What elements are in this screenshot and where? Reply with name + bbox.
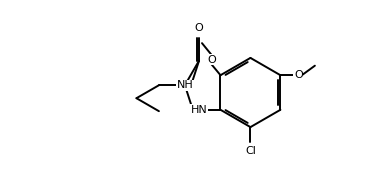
Text: O: O (294, 70, 303, 80)
Text: O: O (207, 55, 216, 65)
Text: NH: NH (176, 80, 193, 90)
Text: HN: HN (191, 105, 208, 115)
Text: Cl: Cl (245, 146, 256, 156)
Text: O: O (195, 23, 203, 33)
